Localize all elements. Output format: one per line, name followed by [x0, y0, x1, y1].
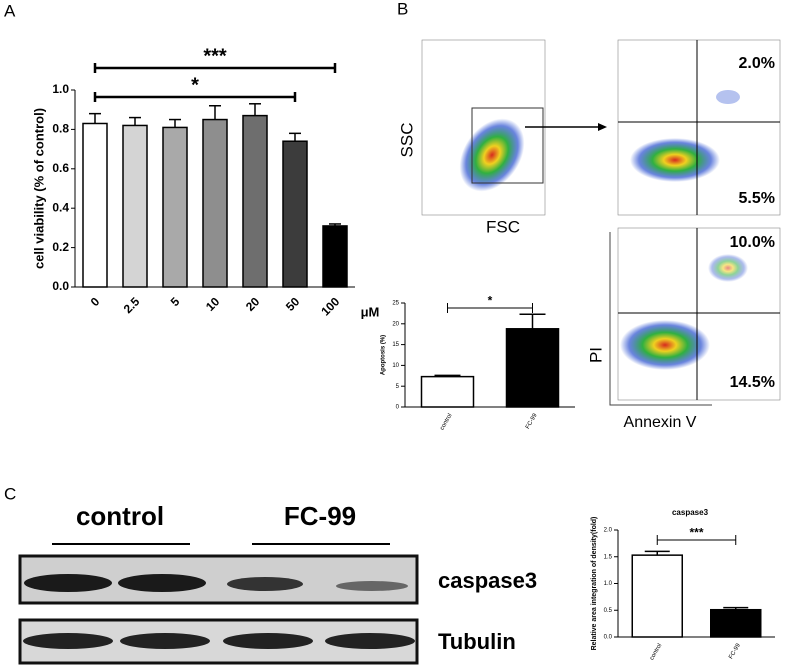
x-tick-label: 10 [203, 294, 223, 314]
y-tick-label: 0.4 [52, 200, 69, 214]
panel-letter: B [397, 0, 408, 18]
axis-label: FSC [486, 217, 520, 236]
y-tick-label: 1.0 [604, 581, 613, 587]
arrow-head [598, 123, 607, 131]
axis-label: PI [586, 347, 605, 363]
band [223, 633, 313, 649]
plot-frame [617, 227, 781, 401]
bar [631, 554, 683, 638]
axis-label: SSC [397, 123, 416, 158]
x-tick-label: 20 [243, 294, 263, 314]
band [325, 633, 415, 649]
bar [505, 328, 560, 408]
band [120, 633, 210, 649]
y-tick-label: 0.8 [52, 122, 69, 136]
western-blot: control FC-99 caspase3 Tubulin [18, 501, 537, 665]
cell-cloud [716, 90, 740, 104]
gate [471, 107, 544, 184]
x-tick-label: control [439, 413, 453, 432]
cell-cloud [708, 254, 748, 282]
x-unit: μM [361, 304, 380, 319]
y-tick-label: 20 [392, 321, 399, 327]
cell-cloud [630, 138, 720, 182]
x-tick-label: FC-99 [525, 412, 539, 430]
group-label: FC-99 [284, 501, 356, 531]
band [336, 581, 408, 591]
y-tick-label: 10 [392, 363, 399, 369]
row-label: Tubulin [438, 629, 516, 654]
quadrant-percent: 2.0% [739, 55, 775, 72]
axis-label: Annexin V [624, 414, 697, 431]
axis-arrows [609, 232, 712, 406]
significance-label: *** [689, 526, 703, 540]
bar [162, 126, 188, 288]
bar [82, 122, 108, 288]
y-axis-label: cell viability (% of control) [31, 108, 46, 269]
bar [282, 140, 308, 288]
y-tick-label: 5 [396, 384, 400, 390]
chart-title: caspase3 [672, 508, 709, 517]
quadrant-percent: 5.5% [739, 190, 775, 207]
bar [420, 375, 475, 408]
bar [322, 225, 348, 288]
panel-letter: A [4, 1, 16, 20]
x-tick-label: 5 [168, 294, 183, 309]
band [118, 574, 206, 592]
y-tick-label: 2.0 [604, 528, 613, 534]
x-tick-label: 50 [283, 294, 303, 314]
x-tick-label: FC-99 [728, 642, 742, 660]
x-tick-label: 2.5 [121, 294, 143, 316]
y-tick-label: 1.5 [604, 554, 613, 560]
y-tick-label: 0.0 [604, 635, 613, 641]
group-label: control [76, 501, 164, 531]
quadrant-percent: 10.0% [730, 234, 775, 251]
y-tick-label: 0.6 [52, 161, 69, 175]
band [227, 577, 303, 591]
flow-quadrant-plot: 10.0% 14.5% PI Annexin V [586, 227, 781, 431]
significance-label: * [191, 74, 199, 96]
y-tick-label: 15 [392, 342, 399, 348]
y-axis-label: Apoptosis (%) [381, 335, 387, 375]
cell-cloud [620, 320, 710, 370]
cell-cloud [459, 118, 525, 192]
plot-frame [617, 39, 781, 216]
x-tick-label: 100 [318, 294, 342, 318]
x-tick-label: 0 [88, 294, 103, 309]
significance-label: *** [203, 45, 227, 67]
x-tick-label: control [649, 643, 663, 662]
bar [202, 118, 228, 288]
y-tick-label: 25 [392, 301, 399, 307]
bar [242, 114, 268, 288]
quadrant-percent: 14.5% [730, 374, 775, 391]
bar [710, 608, 762, 638]
y-tick-label: 1.0 [52, 82, 69, 96]
bar [122, 124, 148, 288]
row-label: caspase3 [438, 568, 537, 593]
y-tick-label: 0.2 [52, 240, 69, 254]
band [23, 633, 113, 649]
significance-label: * [488, 294, 493, 308]
y-tick-label: 0.5 [604, 608, 613, 614]
panel-letter: C [4, 484, 16, 503]
band [24, 574, 112, 592]
y-tick-label: 0 [396, 405, 400, 411]
flow-gate-plot: SSC FSC [397, 39, 607, 236]
y-tick-label: 0.0 [52, 279, 69, 293]
flow-quadrant-plot: 2.0% 5.5% [617, 39, 781, 216]
y-axis-label: Relative area integration of density(fol… [591, 517, 598, 651]
